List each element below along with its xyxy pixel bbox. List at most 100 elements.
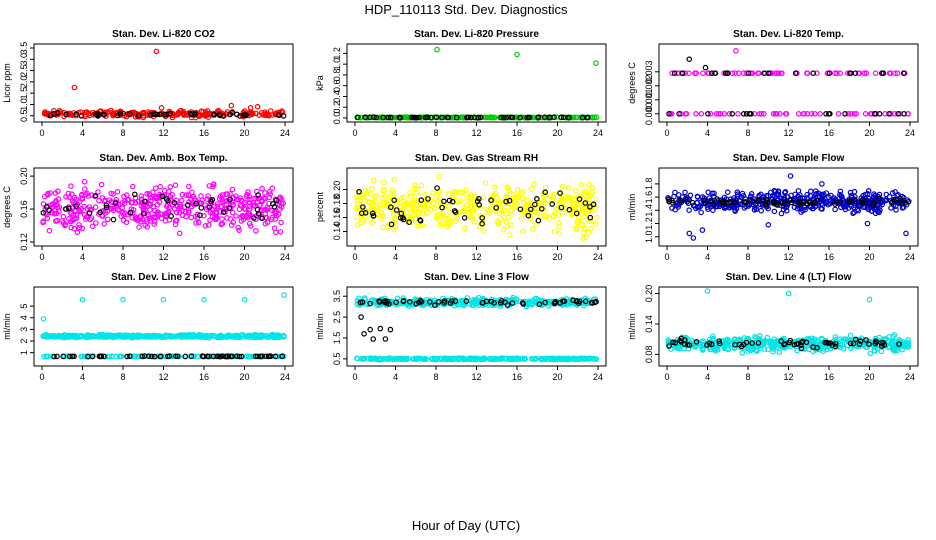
x-tick-label: 12 [783,372,793,382]
data-point [504,223,511,229]
data-point [241,112,247,119]
panel: Stan. Dev. Amb. Box Temp. 0 4 8 12 16 20 24 0.12… [2,153,294,262]
data-point [43,204,50,210]
data-point [367,326,374,333]
data-point [753,347,760,354]
data-point [381,180,387,186]
data-point [891,111,898,117]
data-point [533,209,540,215]
data-point [698,111,705,117]
data-point [391,356,398,362]
data-point [60,213,67,220]
x-tick-label: 12 [158,252,168,262]
data-point [449,356,455,362]
data-point [220,209,227,216]
x-tick-label: 4 [393,372,398,382]
data-point [551,228,558,235]
data-point [444,223,450,230]
data-point [93,220,99,226]
data-point [68,183,74,190]
data-point [550,213,557,219]
data-point [589,208,596,215]
data-point [823,111,829,117]
data-point [582,295,589,302]
data-point [782,111,789,117]
data-point [861,70,868,77]
data-point [157,211,164,217]
data-point [785,290,792,297]
data-point [372,199,378,205]
data-point [129,335,136,341]
data-point [145,333,152,339]
data-point [272,196,279,203]
data-point [266,188,273,195]
data-point [683,111,690,117]
data-point [536,201,543,207]
data-point [905,199,912,205]
data-point [132,191,138,198]
data-point [234,111,240,118]
data-point [185,192,192,198]
data-point [45,190,51,197]
data-point [841,203,848,210]
data-point [587,355,594,362]
data-point [74,229,81,236]
data-point [92,204,99,211]
data-point [44,215,51,221]
data-point [242,206,249,213]
data-point [413,190,420,197]
data-point [354,114,361,121]
data-point [508,208,514,214]
data-point [482,355,489,362]
data-point [732,70,738,77]
data-point [463,298,470,304]
data-point [796,192,803,198]
data-point [721,111,728,117]
data-point [159,193,166,200]
data-point [814,197,821,204]
data-point [425,196,431,202]
data-point [806,346,812,353]
data-point [278,219,284,226]
y-axis-title: kPa [315,75,325,91]
data-point [69,191,75,198]
data-point [218,332,224,339]
x-tick-label: 24 [280,128,290,138]
x-tick-label: 20 [239,128,249,138]
data-point [43,353,49,360]
data-point [360,356,366,362]
data-point [270,334,277,341]
data-point [855,70,862,77]
data-point [852,70,859,77]
data-point [373,355,379,362]
data-point [237,202,244,208]
data-point [362,210,369,216]
data-point [398,195,405,201]
data-point [78,113,85,119]
data-point [68,211,75,217]
y-tick-label: 0.12 [19,233,29,251]
y-tick-label: 3.5 [19,42,29,55]
data-point [536,301,543,308]
y-tick-label: 0.5 [19,109,29,122]
data-point [484,114,491,121]
data-point [511,194,518,201]
y-tick-label: 1.2 [332,47,342,60]
data-point [477,204,484,211]
data-point [161,111,168,118]
data-point [132,353,139,360]
data-point [888,205,894,211]
x-tick-label: 16 [199,372,209,382]
data-point [140,210,147,217]
x-tick-label: 20 [239,252,249,262]
data-point [121,200,128,207]
data-point [73,111,80,118]
data-point [236,353,243,360]
data-point [815,190,822,197]
data-point [369,199,376,206]
y-tick-label: 0.001 [644,89,654,112]
data-point [435,299,442,305]
data-point [560,298,566,305]
data-point [113,196,120,203]
data-point [387,193,394,200]
